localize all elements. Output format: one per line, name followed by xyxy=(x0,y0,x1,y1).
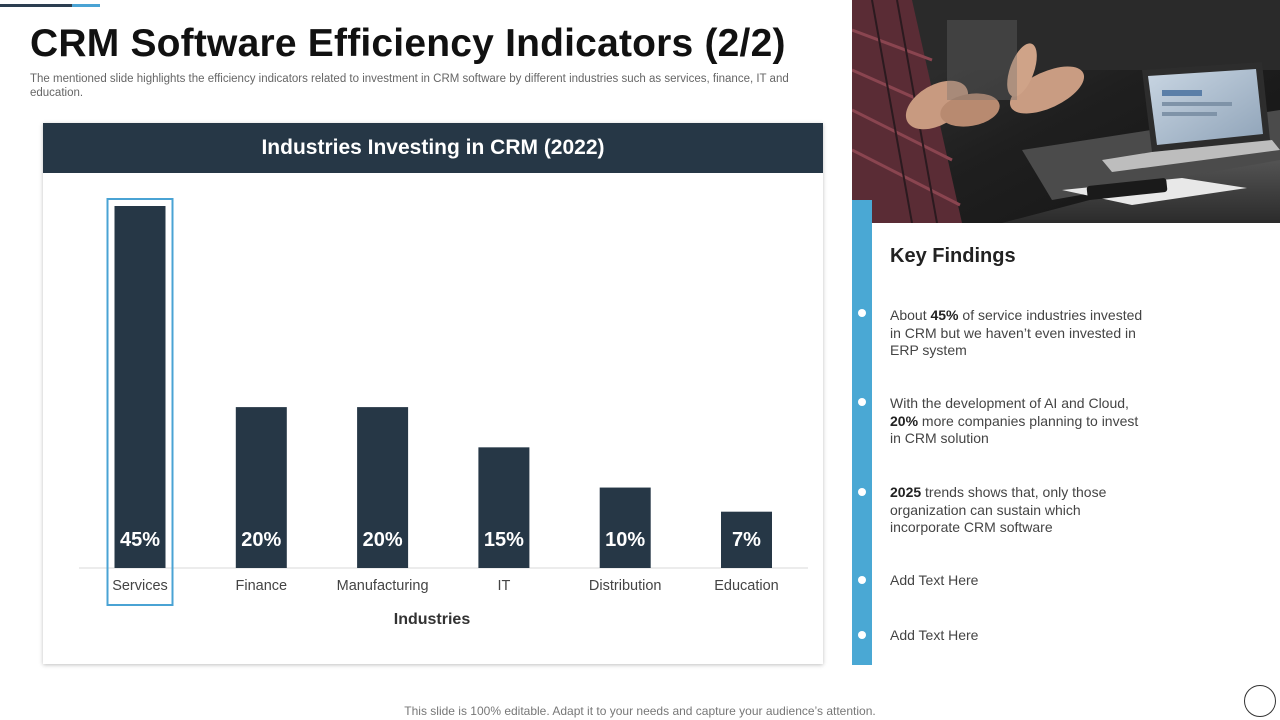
finding-item: Add Text Here xyxy=(890,572,1150,590)
finding-text: Add Text Here xyxy=(890,627,979,643)
category-label: Finance xyxy=(236,578,288,594)
category-label: Education xyxy=(714,578,779,594)
bar xyxy=(478,447,530,568)
category-label: Distribution xyxy=(589,578,662,594)
bar xyxy=(235,407,287,568)
bar xyxy=(114,206,166,568)
page-title: CRM Software Efficiency Indicators (2/2) xyxy=(30,22,786,65)
category-label: IT xyxy=(497,578,510,594)
chart-card: 45% Services 20% Finance 20% Manufacturing 15%… xyxy=(43,123,823,664)
bar xyxy=(721,511,772,568)
timeline-dot xyxy=(858,576,866,584)
finding-item: Add Text Here xyxy=(890,627,1150,645)
timeline-bar xyxy=(852,200,872,665)
finding-text: Add Text Here xyxy=(890,572,979,588)
chart-title: Industries Investing in CRM (2022) xyxy=(43,123,823,173)
finding-highlight: 45% xyxy=(930,307,959,323)
data-label: 7% xyxy=(732,529,761,551)
data-label: 15% xyxy=(484,529,524,551)
bar xyxy=(599,487,651,568)
meeting-photo xyxy=(852,0,1280,223)
category-label: Manufacturing xyxy=(337,578,429,594)
finding-highlight: 20% xyxy=(890,412,919,429)
accent-line-dark xyxy=(0,4,72,7)
bar xyxy=(357,407,409,568)
timeline-dot xyxy=(858,309,866,317)
category-label: Services xyxy=(112,578,168,594)
bar-chart: 45% Services 20% Finance 20% Manufacturing 15%… xyxy=(79,198,808,628)
footer-note: This slide is 100% editable. Adapt it to… xyxy=(404,704,876,718)
timeline-dot xyxy=(858,488,866,496)
finding-text: more companies planning to invest in CRM… xyxy=(890,412,1139,447)
finding-item: 2025 trends shows that, only those organ… xyxy=(890,484,1150,537)
finding-highlight: 2025 xyxy=(890,484,922,500)
finding-text: of service industries invested in CRM bu… xyxy=(890,307,1143,358)
finding-item: About 45% of service industries invested… xyxy=(890,307,1150,360)
key-findings-title: Key Findings xyxy=(890,245,1016,267)
data-label: 20% xyxy=(241,529,281,551)
data-label: 45% xyxy=(120,529,160,551)
finding-item: With the development of AI and Cloud, 20… xyxy=(890,395,1150,448)
highlight-box xyxy=(106,198,174,606)
finding-text: About xyxy=(890,307,931,323)
timeline-dot xyxy=(858,398,866,406)
timeline-dot xyxy=(858,631,866,639)
data-label: 20% xyxy=(363,529,403,551)
x-axis-title: Industries xyxy=(394,611,471,628)
page-subtitle: The mentioned slide highlights the effic… xyxy=(30,73,789,99)
finding-text: trends shows that, only those organizati… xyxy=(890,484,1107,535)
corner-circle xyxy=(1244,685,1276,717)
finding-text: With the development of AI and Cloud, xyxy=(890,395,1129,411)
data-label: 10% xyxy=(605,529,645,551)
